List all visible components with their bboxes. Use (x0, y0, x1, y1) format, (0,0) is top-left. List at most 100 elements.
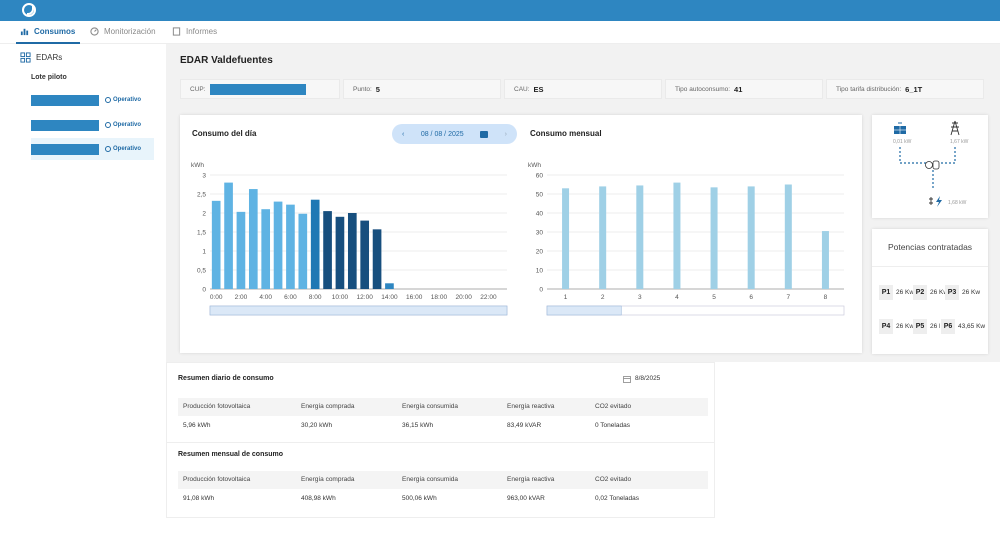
cau-label: CAU: (514, 85, 530, 93)
load-power-value: 1,68 kW (948, 200, 967, 206)
y-tick-label: 1,5 (197, 230, 206, 237)
x-tick-label: 14:00 (381, 294, 398, 301)
info-autoconsumo: Tipo autoconsumo: 41 (665, 79, 823, 99)
x-tick-label: 4:00 (259, 294, 272, 301)
power-value-p1: 26 Kw (896, 289, 913, 296)
bar (335, 216, 345, 289)
table-cell: 5,96 kWh (183, 422, 211, 429)
bar (562, 188, 570, 289)
check-circle-icon (105, 146, 111, 152)
date-picker[interactable]: ‹ 08 / 08 / 2025 › (392, 124, 517, 144)
power-badge-p1: P1 (879, 285, 893, 300)
tab-monitorizacion[interactable]: Monitorización (90, 27, 156, 36)
power-badge-p4: P4 (879, 319, 893, 334)
daily-consumption-chart: kWh 0 0,5 1 1,5 2 2,5 3 0:00 2:00 4:00 6:00 8:00 10:0… (191, 162, 508, 316)
gauge-icon (90, 27, 99, 36)
monthly-summary-header (178, 471, 708, 489)
plant-icon (20, 52, 31, 63)
tarifa-label: Tipo tarifa distribución: (836, 85, 902, 93)
x-tick-label: 8:00 (309, 294, 322, 301)
y-axis-unit: kWh (528, 162, 541, 169)
prev-day-button[interactable]: ‹ (402, 130, 405, 138)
check-circle-icon (105, 122, 111, 128)
x-tick-label: 4 (675, 294, 679, 301)
y-tick-label: 60 (536, 173, 544, 180)
bar (360, 220, 370, 289)
monthly-chart-title: Consumo mensual (530, 129, 602, 138)
x-tick-label: 16:00 (406, 294, 423, 301)
page-title: EDAR Valdefuentes (180, 55, 273, 66)
bar (224, 182, 233, 289)
zoom-slider-handle (209, 305, 508, 316)
table-header: Energía comprada (301, 403, 355, 410)
grid-power-value: 1,67 kW (950, 139, 969, 145)
redacted-name (31, 119, 99, 131)
cup-label: CUP: (190, 85, 206, 93)
table-cell: 30,20 kWh (301, 422, 333, 429)
table-cell: 500,06 kWh (402, 495, 437, 502)
bar (821, 231, 829, 289)
solar-power-value: 0,01 kW (893, 139, 912, 145)
table-cell: 83,49 kVAR (507, 422, 542, 429)
punto-label: Punto: (353, 85, 372, 93)
sidebar-item-selected[interactable]: Operativo (31, 138, 154, 160)
x-tick-label: 0:00 (210, 294, 223, 301)
power-value-p3: 26 Kw (962, 289, 981, 296)
status-label: Operativo (113, 122, 142, 128)
daily-chart-title: Consumo del día (192, 129, 257, 138)
calendar-icon[interactable] (480, 130, 489, 138)
autoconsumo-label: Tipo autoconsumo: (675, 85, 731, 93)
sidebar-item[interactable]: Operativo (31, 89, 154, 111)
y-tick-label: 3 (202, 173, 206, 180)
autoconsumo-value: 41 (734, 84, 743, 94)
y-tick-label: 10 (536, 268, 544, 275)
tab-informes[interactable]: Informes (172, 27, 217, 36)
redacted-name (31, 94, 99, 106)
energy-flow-card: 0,01 kW 1,67 kW 1,68 kW (872, 115, 988, 218)
x-tick-label: 6 (749, 294, 753, 301)
bar (710, 187, 718, 289)
date-value[interactable]: 08 / 08 / 2025 (420, 130, 464, 138)
table-header: Energía consumida (402, 403, 459, 410)
x-tick-label: 8 (824, 294, 828, 301)
x-tick-label: 2 (601, 294, 605, 301)
power-tower-icon (950, 120, 960, 136)
x-tick-label: 5 (712, 294, 716, 301)
table-header: Producción fotovoltaica (183, 403, 251, 410)
sidebar-item[interactable]: Operativo (31, 114, 154, 136)
power-badge-p5: P5 (913, 319, 927, 334)
check-circle-icon (105, 97, 111, 103)
status-badge: Operativo (105, 146, 141, 152)
table-cell: 0,02 Toneladas (595, 495, 639, 502)
x-tick-label: 7 (787, 294, 791, 301)
table-header: Energía reactiva (507, 476, 555, 483)
table-header: Energía comprada (301, 476, 355, 483)
status-badge: Operativo (105, 97, 141, 103)
bar (323, 211, 332, 289)
x-tick-label: 20:00 (456, 294, 473, 301)
power-value-p2: 26 Kw (930, 289, 945, 296)
document-icon (172, 27, 181, 36)
bar (286, 204, 295, 289)
redacted-cup (209, 83, 306, 95)
bar (236, 211, 246, 289)
daily-summary-header (178, 398, 708, 416)
info-punto: Punto: 5 (343, 79, 501, 99)
y-tick-label: 0 (539, 287, 543, 294)
redacted-name (31, 143, 99, 155)
sidebar-header: EDARs (20, 52, 62, 63)
punto-value: 5 (375, 84, 380, 94)
power-value-p4: 26 Kw (896, 323, 913, 330)
logo-icon[interactable] (22, 3, 36, 17)
y-tick-label: 0 (202, 287, 206, 294)
next-day-button[interactable]: › (504, 130, 507, 138)
bar (784, 184, 792, 289)
power-badge-p3: P3 (945, 285, 959, 300)
monthly-summary-title: Resumen mensual de consumo (178, 451, 284, 458)
y-axis-unit: kWh (191, 162, 204, 169)
table-cell: 0 Toneladas (595, 422, 630, 429)
daily-summary-title: Resumen diario de consumo (178, 375, 274, 382)
tab-consumos[interactable]: Consumos (20, 27, 75, 36)
bar (673, 182, 681, 289)
bar (599, 186, 607, 289)
